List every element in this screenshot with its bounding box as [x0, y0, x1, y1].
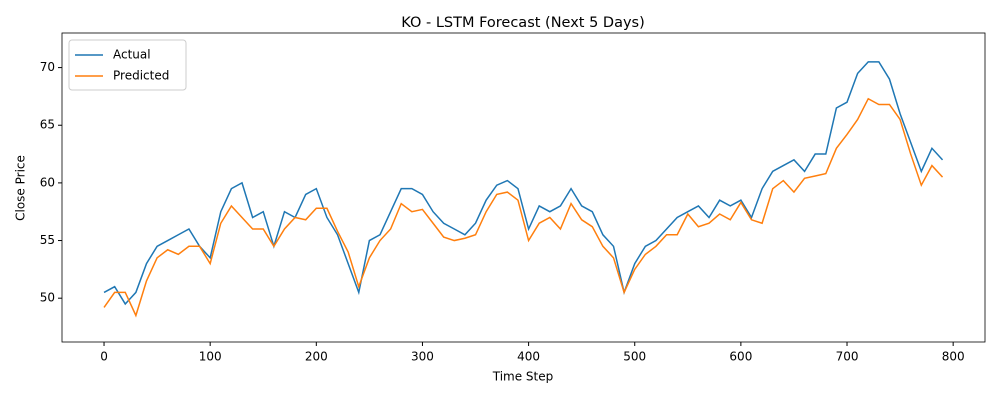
x-tick-label: 0 — [100, 350, 108, 364]
legend-label: Actual — [113, 48, 151, 62]
legend-box — [68, 39, 187, 91]
legend-label: Predicted — [113, 69, 169, 83]
x-tick-label: 200 — [305, 350, 328, 364]
x-tick-label: 800 — [942, 350, 965, 364]
x-tick-label: 100 — [199, 350, 222, 364]
series-line — [103, 97, 944, 318]
y-tick-label: 70 — [40, 60, 55, 74]
x-tick-label: 300 — [411, 350, 434, 364]
series-line — [103, 61, 944, 306]
x-tick-label: 600 — [729, 350, 752, 364]
y-tick-label: 50 — [40, 291, 55, 305]
y-tick-label: 60 — [40, 175, 55, 189]
plot-frame — [61, 32, 986, 343]
y-tick-label: 65 — [40, 118, 55, 132]
x-axis-label: Time Step — [492, 370, 554, 384]
x-tick-label: 500 — [623, 350, 646, 364]
y-tick-label: 55 — [40, 233, 55, 247]
x-tick-label: 700 — [836, 350, 859, 364]
chart-title: KO - LSTM Forecast (Next 5 Days) — [401, 15, 645, 31]
x-tick-label: 400 — [517, 350, 540, 364]
y-axis-label: Close Price — [14, 155, 28, 221]
